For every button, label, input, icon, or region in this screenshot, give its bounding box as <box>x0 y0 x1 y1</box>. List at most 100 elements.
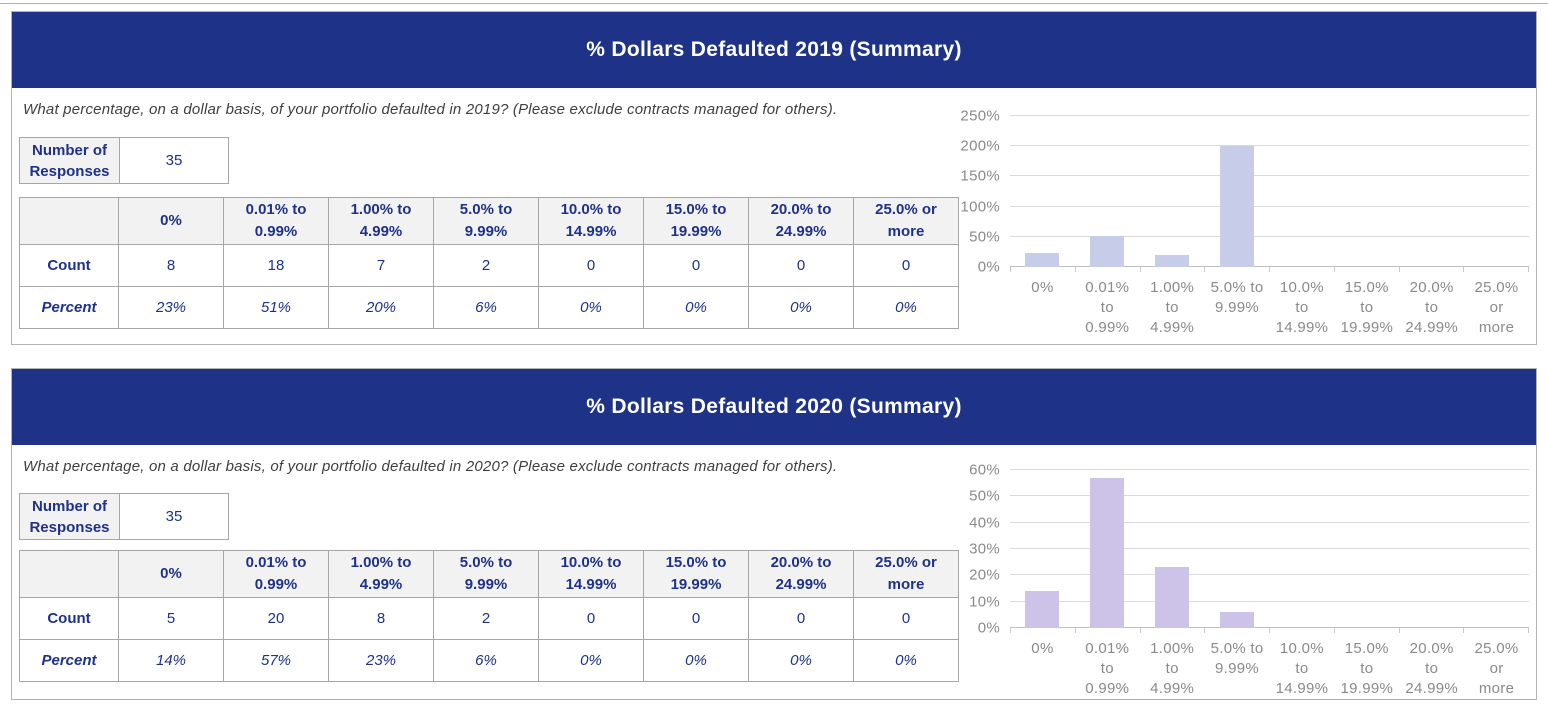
panel-body-2020: What percentage, on a dollar basis, of y… <box>12 445 1536 699</box>
x-tick <box>1464 628 1529 633</box>
value-cell: 6% <box>433 639 539 682</box>
x-category-line: to <box>1295 299 1309 316</box>
table-corner-cell <box>19 197 119 245</box>
x-category-line: 0.01% <box>1085 279 1130 296</box>
x-category-line: to <box>1360 660 1374 677</box>
gridline <box>1010 145 1529 147</box>
page-top-divider <box>0 3 1548 4</box>
x-category-label: 25.0% or more <box>1464 639 1529 699</box>
responses-label: Number of Responses <box>19 493 120 540</box>
panel-body-2019: What percentage, on a dollar basis, of y… <box>12 88 1536 344</box>
y-tick-label: 150% <box>960 167 1000 185</box>
x-category-line: 25.0% <box>1474 640 1519 657</box>
y-axis: 0% 10% 20% 30% 40% 50% 60% <box>954 462 1010 637</box>
summary-panel-2020: % Dollars Defaulted 2020 (Summary) What … <box>11 368 1537 700</box>
x-category-line: to <box>1100 660 1114 677</box>
bar-slot <box>1205 116 1270 267</box>
x-tick <box>1141 267 1206 272</box>
x-category-line: more <box>1478 680 1515 697</box>
x-category-line: 1.00% <box>1150 279 1195 296</box>
row-label: Percent <box>19 286 119 329</box>
x-tick <box>1400 628 1465 633</box>
x-category-line: to <box>1295 660 1309 677</box>
x-category-line: or <box>1489 299 1504 316</box>
column-header: 10.0% to 14.99% <box>538 197 644 245</box>
column-header: 25.0% or more <box>853 197 959 245</box>
table-row: Count 8 18 7 2 0 0 0 0 <box>19 244 959 287</box>
x-category-label: 0% <box>1010 639 1075 699</box>
panel-title-2020: % Dollars Defaulted 2020 (Summary) <box>586 395 962 418</box>
x-category-label: 1.00% to 4.99% <box>1140 278 1205 338</box>
gridline <box>1010 205 1529 207</box>
value-cell: 6% <box>433 286 539 329</box>
x-category-label: 20.0% to 24.99% <box>1399 639 1464 699</box>
x-tick <box>1335 628 1400 633</box>
x-tick <box>1076 628 1141 633</box>
y-tick-label: 0% <box>977 619 1000 637</box>
x-category-line: 10.0% <box>1279 640 1324 657</box>
x-tick <box>1464 267 1529 272</box>
x-axis-labels: 0% 0.01% to 0.99% 1.00% to 4.99% 5.0% to 9.99% 10… <box>1010 278 1529 338</box>
bar-chart-2020: 0% 10% 20% 30% 40% 50% 60% 0% 0.01% to 0.99% 1.00%… <box>954 462 1529 699</box>
x-category-label: 15.0% to 19.99% <box>1334 278 1399 338</box>
x-category-line: 0% <box>1031 640 1054 657</box>
value-cell: 2 <box>433 597 539 640</box>
y-tick-label: 250% <box>960 107 1000 125</box>
y-tick-label: 50% <box>969 228 1000 246</box>
y-tick-label: 60% <box>969 461 1000 479</box>
gridline <box>1010 115 1529 116</box>
value-cell: 8 <box>328 597 434 640</box>
responses-value: 35 <box>119 137 229 184</box>
x-category-line: to <box>1100 299 1114 316</box>
column-header: 0.01% to 0.99% <box>223 550 329 598</box>
gridline <box>1010 175 1529 177</box>
column-header: 5.0% to 9.99% <box>433 550 539 598</box>
plot-area <box>1010 115 1529 267</box>
x-category-line: 15.0% <box>1344 279 1389 296</box>
plot-column: 0% 0.01% to 0.99% 1.00% to 4.99% 5.0% to 9.99% 10… <box>1010 469 1529 699</box>
bar-1.00% to 4.99% <box>1155 254 1190 267</box>
value-cell: 23% <box>328 639 434 682</box>
bar-slot <box>1399 116 1464 267</box>
x-category-line: 5.0% to <box>1210 279 1264 296</box>
x-category-line: 14.99% <box>1275 319 1329 336</box>
summary-panel-2019: % Dollars Defaulted 2019 (Summary) What … <box>11 11 1537 345</box>
column-header: 1.00% to 4.99% <box>328 550 434 598</box>
bar-chart-2019: 0% 50% 100% 150% 200% 250% 0% 0.01% to 0.99% 1.00… <box>954 108 1529 338</box>
x-category-line: 20.0% <box>1409 640 1454 657</box>
chart-row: 0% 50% 100% 150% 200% 250% 0% 0.01% to 0.99% 1.00… <box>954 108 1529 338</box>
x-category-label: 5.0% to 9.99% <box>1205 278 1270 338</box>
x-category-line: 10.0% <box>1279 279 1324 296</box>
x-tick <box>1270 628 1335 633</box>
value-cell: 0% <box>643 639 749 682</box>
bar-slot <box>1075 116 1140 267</box>
value-cell: 57% <box>223 639 329 682</box>
x-category-label: 15.0% to 19.99% <box>1334 639 1399 699</box>
x-axis-labels: 0% 0.01% to 0.99% 1.00% to 4.99% 5.0% to 9.99% 10… <box>1010 639 1529 699</box>
value-cell: 0 <box>643 244 749 287</box>
bar-slot <box>1075 470 1140 628</box>
value-cell: 20 <box>223 597 329 640</box>
survey-question-2019: What percentage, on a dollar basis, of y… <box>23 101 838 118</box>
value-cell: 0 <box>748 244 854 287</box>
value-cell: 0 <box>748 597 854 640</box>
survey-question-2020: What percentage, on a dollar basis, of y… <box>23 458 838 475</box>
table-row: Count 5 20 8 2 0 0 0 0 <box>19 597 959 640</box>
row-label: Count <box>19 597 119 640</box>
gridline <box>1010 235 1529 237</box>
x-category-label: 10.0% to 14.99% <box>1270 278 1335 338</box>
value-cell: 23% <box>118 286 224 329</box>
column-header: 25.0% or more <box>853 550 959 598</box>
x-tick <box>1335 267 1400 272</box>
value-cell: 5 <box>118 597 224 640</box>
x-tick <box>1141 628 1206 633</box>
x-category-line: 25.0% <box>1474 279 1519 296</box>
column-header: 20.0% to 24.99% <box>748 197 854 245</box>
value-cell: 0% <box>748 286 854 329</box>
value-cell: 20% <box>328 286 434 329</box>
bar-5.0% to 9.99% <box>1220 612 1255 628</box>
x-tick <box>1076 267 1141 272</box>
row-label: Count <box>19 244 119 287</box>
bar-slot <box>1270 470 1335 628</box>
x-category-line: to <box>1165 660 1179 677</box>
